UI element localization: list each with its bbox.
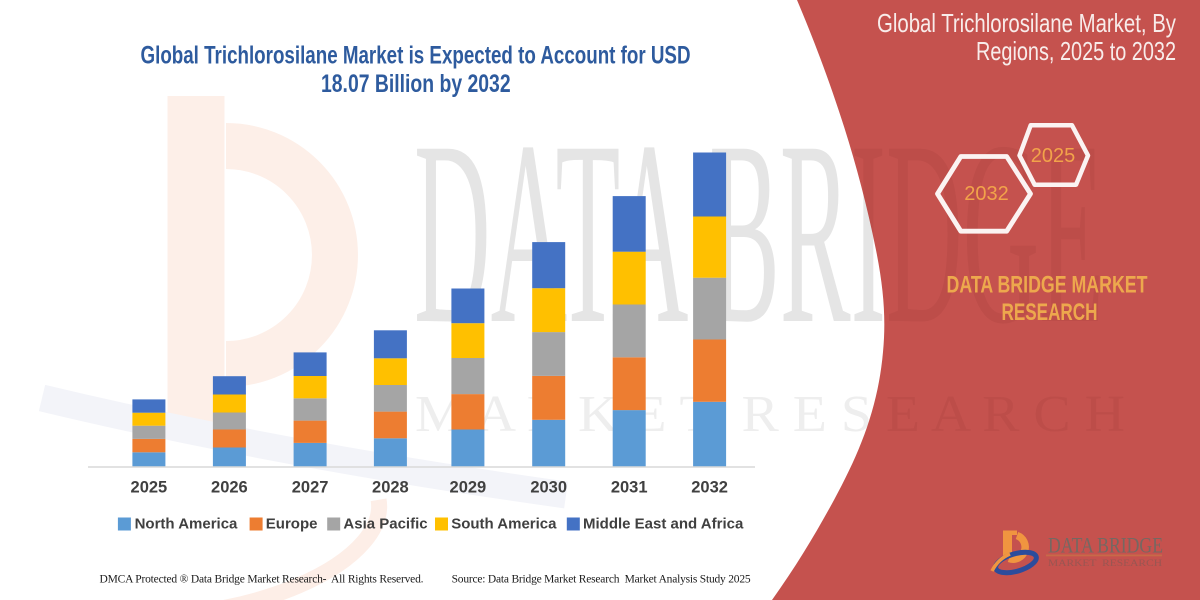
svg-text:Asia Pacific: Asia Pacific (343, 516, 427, 533)
svg-text:Source: Data Bridge Market Res: Source: Data Bridge Market Research Mark… (452, 574, 751, 586)
svg-text:18.07 Billion by 2032: 18.07 Billion by 2032 (321, 70, 511, 98)
svg-text:Middle East and Africa: Middle East and Africa (583, 516, 744, 533)
svg-text:DATA BRIDGE MARKET: DATA BRIDGE MARKET (947, 272, 1148, 299)
svg-text:2031: 2031 (611, 479, 648, 497)
svg-text:2032: 2032 (964, 183, 1009, 205)
svg-text:Europe: Europe (266, 516, 318, 533)
svg-text:North America: North America (135, 516, 238, 533)
svg-text:Global Trichlorosilane Market: Global Trichlorosilane Market is Expecte… (141, 42, 691, 70)
svg-text:2032: 2032 (691, 479, 728, 497)
svg-text:DATA BRIDGE: DATA BRIDGE (1048, 533, 1163, 558)
svg-text:RESEARCH: RESEARCH (1002, 299, 1098, 326)
svg-text:DMCA Protected ® Data Bridge M: DMCA Protected ® Data Bridge Market Rese… (100, 574, 424, 586)
svg-text:2025: 2025 (1031, 145, 1076, 167)
svg-text:2027: 2027 (292, 479, 329, 497)
svg-text:2025: 2025 (131, 479, 168, 497)
svg-text:2029: 2029 (450, 479, 487, 497)
svg-text:South America: South America (451, 516, 557, 533)
svg-text:Global Trichlorosilane Market,: Global Trichlorosilane Market, By (877, 8, 1176, 38)
svg-text:2026: 2026 (211, 479, 248, 497)
svg-text:Regions, 2025 to 2032: Regions, 2025 to 2032 (976, 36, 1176, 66)
svg-text:2028: 2028 (372, 479, 409, 497)
svg-text:2030: 2030 (530, 479, 567, 497)
svg-text:MARKET RESEARCH: MARKET RESEARCH (1048, 558, 1163, 568)
